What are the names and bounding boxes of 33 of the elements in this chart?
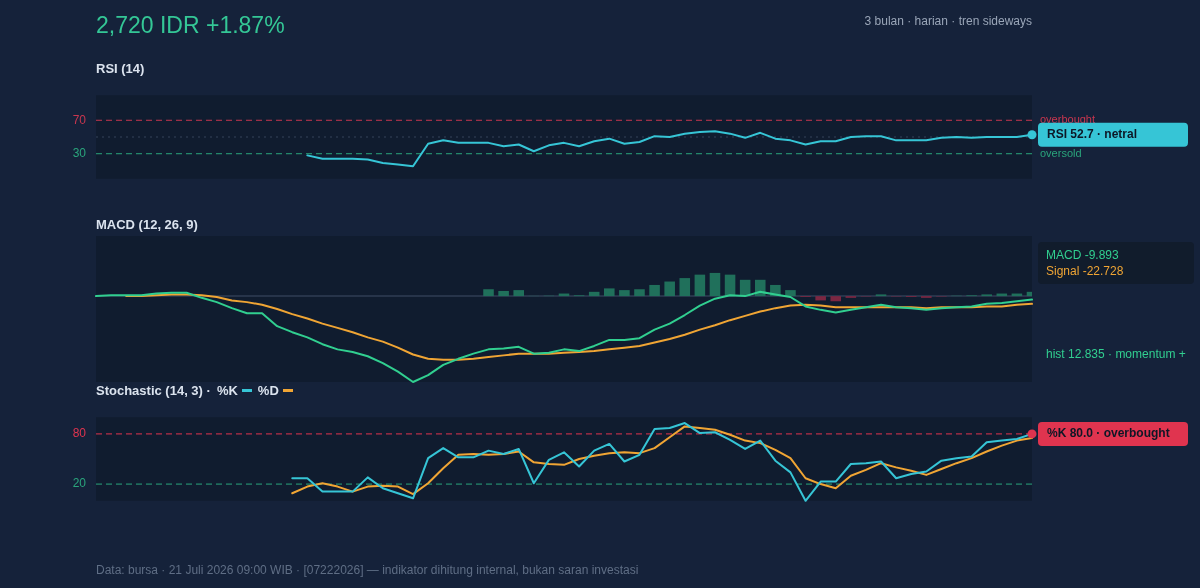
bar bbox=[483, 289, 494, 297]
bar bbox=[664, 281, 675, 297]
bar bbox=[785, 290, 796, 297]
text: Signal -22.728 bbox=[1046, 263, 1125, 279]
bar bbox=[513, 290, 524, 297]
ref-line-label: overbought bbox=[1040, 113, 1096, 126]
bar bbox=[649, 284, 660, 297]
text: MACD -9.893 bbox=[1046, 247, 1120, 263]
ref-line-label: oversold bbox=[1040, 146, 1082, 159]
chart-title: RSI (14) bbox=[96, 60, 145, 76]
bar bbox=[679, 278, 691, 297]
text: RSI 52.7 · netral bbox=[1047, 127, 1138, 142]
bar bbox=[498, 290, 509, 297]
text: 3 bulan · harian · tren sideways bbox=[864, 14, 1032, 28]
y-tick-label: 70 bbox=[72, 112, 87, 127]
y-tick-label: 30 bbox=[72, 146, 87, 161]
text: hist 12.835 · momentum + bbox=[1046, 347, 1186, 361]
y-tick-label: 80 bbox=[72, 426, 87, 441]
bar bbox=[694, 274, 706, 297]
text: Data: bursa · 21 Juli 2026 09:00 WIB · [07222026] — indikator dihitung internal, bukan saran investasi bbox=[96, 563, 639, 577]
bar bbox=[619, 290, 630, 297]
legend-label: %D bbox=[257, 382, 279, 398]
bar bbox=[604, 288, 615, 297]
chart-title: MACD (12, 26, 9) bbox=[96, 216, 198, 232]
bar bbox=[830, 296, 842, 302]
bar bbox=[634, 289, 645, 297]
text: 2,720 IDR +1.87% bbox=[96, 12, 285, 39]
y-tick-label: 20 bbox=[72, 476, 87, 491]
chart-title: Stochastic (14, 3) · bbox=[96, 382, 211, 398]
text: %K 80.0 · overbought bbox=[1047, 426, 1170, 441]
legend-label: %K bbox=[216, 382, 238, 398]
bar bbox=[815, 296, 826, 301]
bar bbox=[709, 272, 721, 297]
